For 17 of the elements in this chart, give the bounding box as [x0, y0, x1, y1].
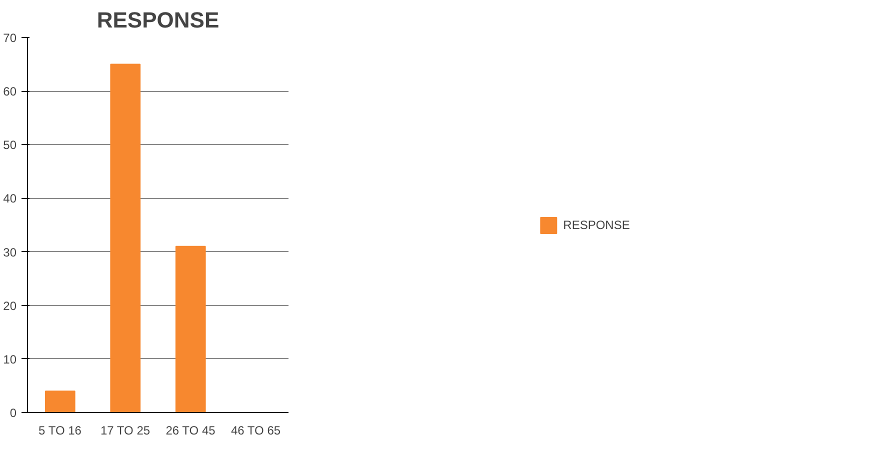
y-tick-label: 40 — [3, 192, 17, 206]
x-tick-label: 17 TO 25 — [100, 424, 150, 438]
bar — [175, 246, 206, 412]
y-tick-label: 60 — [3, 84, 17, 99]
y-tick-label: 0 — [10, 406, 17, 420]
y-tick-label: 70 — [3, 31, 17, 45]
bar — [44, 390, 76, 412]
y-tick-label: 20 — [3, 298, 17, 313]
y-tick-label: 50 — [3, 138, 17, 152]
legend-label: RESPONSE — [563, 218, 630, 232]
y-tick-label: 30 — [3, 245, 17, 260]
x-tick-label: 5 TO 16 — [38, 424, 82, 438]
x-tick-label: 46 TO 65 — [230, 424, 281, 438]
bar — [110, 64, 141, 412]
x-tick-label: 26 TO 45 — [166, 424, 216, 438]
chart-title: RESPONSE — [96, 8, 220, 32]
y-tick-label: 10 — [3, 352, 17, 366]
